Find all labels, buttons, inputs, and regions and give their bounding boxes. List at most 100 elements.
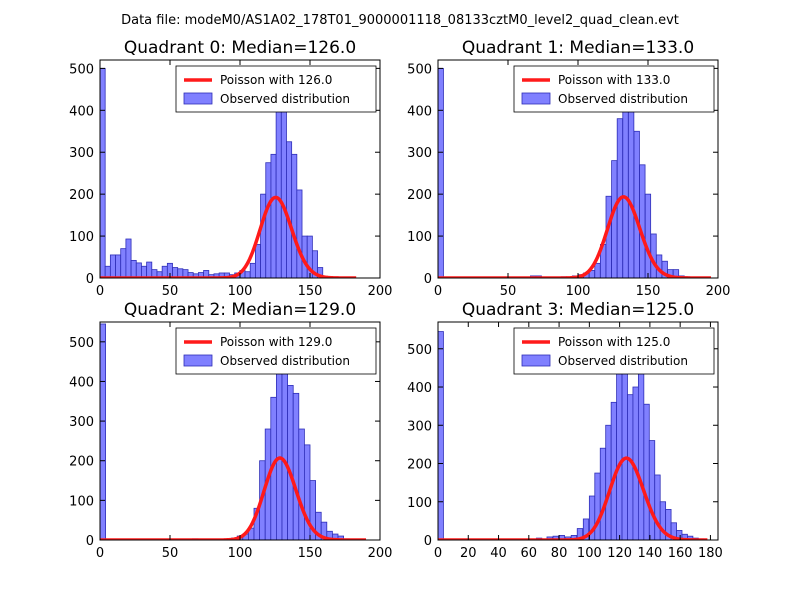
quadrant-1-histogram-bar: [438, 67, 444, 278]
quadrant-3-title: Quadrant 3: Median=125.0: [462, 300, 694, 320]
x-tick-label: 100: [228, 284, 253, 299]
y-tick-label: 200: [407, 188, 432, 203]
x-tick-label: 0: [96, 284, 104, 299]
y-tick-label: 0: [424, 272, 432, 287]
quadrant-0-histogram-bar: [115, 254, 122, 278]
quadrant-1-histogram-bar: [594, 262, 601, 278]
quadrant-3-axes-frame: [437, 321, 719, 541]
quadrant-3-histogram-bar: [616, 373, 623, 540]
quadrant-0-histogram-bar: [120, 248, 127, 278]
y-tick-label: 400: [69, 104, 94, 119]
quadrant-0-histogram-bar: [275, 97, 282, 278]
quadrant-0-histogram-bar: [100, 67, 106, 278]
legend-label-poisson: Poisson with 126.0: [220, 73, 332, 87]
quadrant-1-poisson-curve: [438, 195, 712, 278]
quadrant-1-histogram-bar: [628, 93, 635, 278]
x-tick-label: 200: [368, 284, 393, 299]
figure-suptitle: Data file: modeM0/AS1A02_178T01_90000011…: [121, 13, 679, 28]
y-tick-label: 300: [69, 146, 94, 161]
x-tick-label: 0: [96, 546, 104, 561]
quadrant-3-histogram-bar: [599, 447, 607, 540]
quadrant-1-histogram-bar: [633, 130, 640, 278]
quadrant-3-legend: Poisson with 125.0 Observed distribution: [513, 327, 715, 375]
quadrant-3-histogram-bar: [438, 331, 444, 540]
y-tick-label: 0: [86, 272, 94, 287]
x-tick-label: 0: [434, 284, 442, 299]
legend-label-observed: Observed distribution: [220, 92, 350, 106]
y-tick-label: 0: [86, 534, 94, 549]
quadrant-1-histogram-bar: [644, 193, 652, 278]
quadrant-2-histogram-bar: [298, 428, 305, 540]
y-tick-label: 100: [407, 496, 432, 511]
quadrant-2-legend: Poisson with 129.0 Observed distribution: [175, 327, 377, 375]
y-tick-label: 200: [69, 188, 94, 203]
y-tick-label: 500: [69, 62, 94, 77]
quadrant-3-histogram-bar: [605, 424, 612, 540]
y-tick-label: 0: [424, 534, 432, 549]
x-tick-label: 180: [698, 546, 723, 561]
legend-label-observed: Observed distribution: [558, 354, 688, 368]
quadrant-0-histogram-bar: [130, 259, 137, 278]
y-tick-label: 100: [69, 494, 94, 509]
quadrant-0-legend: Poisson with 126.0 Observed distribution: [175, 65, 377, 113]
quadrant-0-histogram-bar: [311, 250, 318, 278]
x-tick-label: 160: [668, 546, 693, 561]
quadrant-0-histogram-bar: [286, 141, 293, 278]
x-tick-label: 200: [368, 546, 393, 561]
y-tick-label: 300: [407, 419, 432, 434]
x-tick-label: 40: [490, 546, 507, 561]
quadrant-0-histogram-bar: [135, 262, 142, 278]
x-tick-label: 50: [500, 284, 517, 299]
quadrant-2-histogram-bar: [287, 385, 294, 540]
y-tick-label: 300: [69, 415, 94, 430]
legend-label-observed: Observed distribution: [558, 92, 688, 106]
quadrant-0-histogram-bar: [141, 265, 148, 278]
quadrant-3-chart: Quadrant 3: Median=125.0 0 20 40 60 80 100 120 1…: [407, 300, 723, 561]
quadrant-2-chart: Quadrant 2: Median=129.0 0 50 100 150 200 0 100…: [69, 300, 392, 561]
quadrant-3-histogram-bar: [643, 403, 650, 540]
y-tick-label: 400: [407, 381, 432, 396]
x-tick-label: 150: [298, 546, 323, 561]
quadrant-0-title: Quadrant 0: Median=126.0: [124, 38, 356, 58]
y-tick-label: 200: [69, 455, 94, 470]
x-tick-label: 100: [228, 546, 253, 561]
quadrant-0-histogram-bar: [203, 270, 210, 278]
y-tick-label: 500: [69, 336, 94, 351]
quadrant-2-histogram-bar: [100, 323, 106, 540]
quadrant-3-histogram-bar: [637, 371, 645, 540]
x-tick-label: 120: [607, 546, 632, 561]
legend-label-observed: Observed distribution: [220, 354, 350, 368]
x-tick-label: 150: [298, 284, 323, 299]
legend-bar-swatch: [183, 354, 213, 367]
y-tick-label: 300: [407, 146, 432, 161]
x-tick-label: 100: [577, 546, 602, 561]
legend-label-poisson: Poisson with 133.0: [558, 73, 670, 87]
x-tick-label: 20: [460, 546, 477, 561]
x-tick-label: 50: [162, 284, 179, 299]
quadrant-0-histogram-bar: [265, 162, 272, 278]
quadrant-3-histogram-bar: [582, 518, 590, 540]
quadrant-0-histogram-bar: [280, 109, 287, 278]
quadrant-3-plot-area: [438, 331, 708, 540]
x-tick-label: 60: [521, 546, 538, 561]
y-tick-label: 500: [407, 62, 432, 77]
quadrant-0-histogram-bar: [270, 153, 277, 278]
quadrant-3-histogram-bar: [627, 394, 634, 540]
quadrant-0-histogram-bar: [291, 153, 298, 278]
quadrant-0-histogram-bar: [254, 244, 261, 278]
legend-label-poisson: Poisson with 125.0: [558, 335, 670, 349]
legend-bar-swatch: [183, 92, 213, 105]
panels: Quadrant 0: Median=126.00 50 100 150 2000100…: [69, 38, 730, 561]
quadrant-0-chart: Quadrant 0: Median=126.0 0 50 100 150 200 0 100…: [69, 38, 392, 299]
x-tick-label: 80: [551, 546, 568, 561]
quadrant-0-histogram-bar: [104, 265, 111, 278]
quadrant-0-histogram-bar: [260, 193, 267, 278]
y-tick-label: 200: [407, 458, 432, 473]
quadrant-3-histogram-bar: [576, 528, 584, 540]
quadrant-1-histogram-bar: [605, 195, 612, 278]
y-tick-label: 100: [407, 230, 432, 245]
x-tick-label: 150: [636, 284, 661, 299]
quadrant-1-histogram-bar: [639, 164, 646, 278]
quadrant-0-histogram-bar: [161, 265, 168, 278]
